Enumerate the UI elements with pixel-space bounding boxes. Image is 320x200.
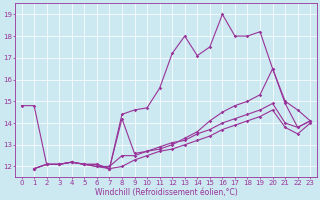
X-axis label: Windchill (Refroidissement éolien,°C): Windchill (Refroidissement éolien,°C) xyxy=(94,188,237,197)
